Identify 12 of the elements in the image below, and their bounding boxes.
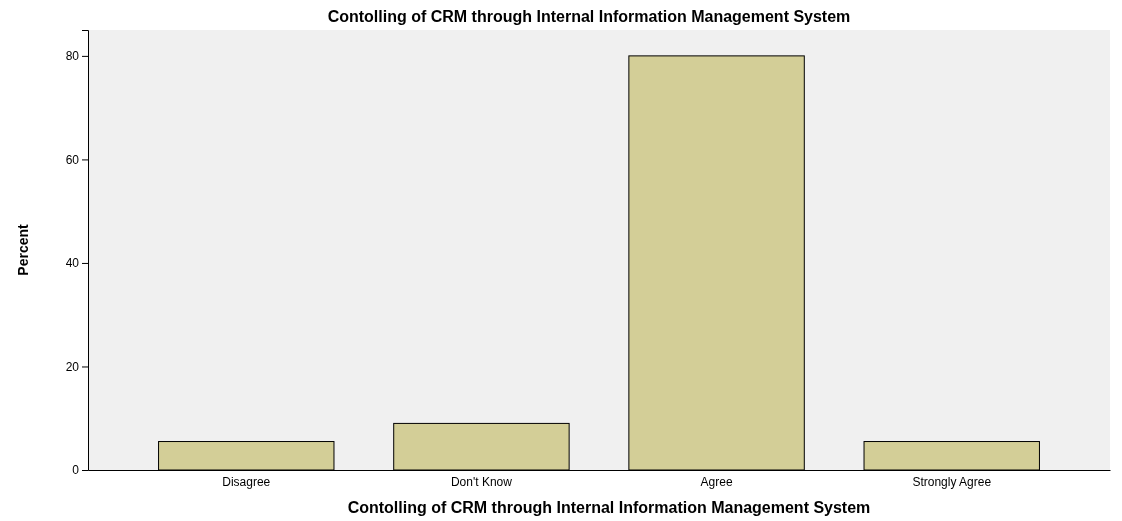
chart-title: Contolling of CRM through Internal Information Management System [327,8,851,25]
y-tick-label: 60 [65,152,80,167]
y-axis-title: Percent [15,223,31,276]
x-tick-label: Disagree [222,475,271,490]
x-tick-label: Don't Know [450,475,513,490]
y-tick-label: 0 [72,463,80,478]
y-tick-label: 20 [65,359,80,374]
x-tick-label: Strongly Agree [912,475,992,490]
y-tick-label: 80 [65,49,80,64]
y-tick-label: 40 [65,256,80,271]
x-tick-label: Agree [700,475,733,490]
x-axis-title: Contolling of CRM through Internal Information Management System [347,499,871,516]
